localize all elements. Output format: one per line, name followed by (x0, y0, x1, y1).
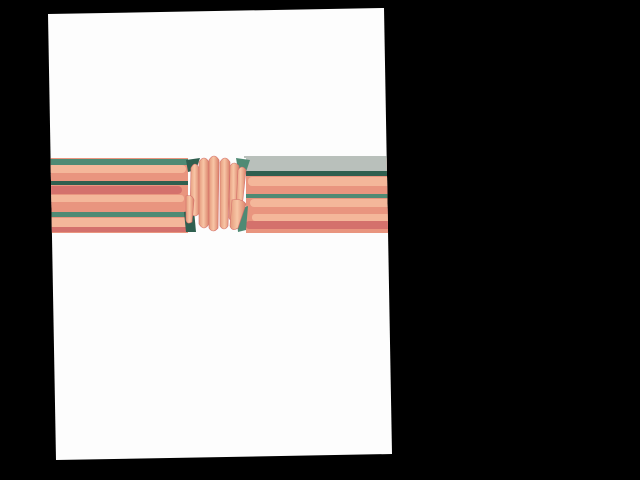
carrot-horizontal (48, 203, 188, 212)
right-carrot-group (244, 156, 392, 229)
carrot-horizontal (248, 207, 392, 214)
carrot-horizontal (48, 195, 184, 202)
carrot-vertical (219, 157, 231, 230)
carrot-vertical (229, 199, 247, 230)
carrot-horizontal (48, 186, 182, 194)
vertical-carrot-bunch (185, 155, 247, 232)
carrot-horizontal (48, 165, 186, 173)
gray-band (244, 165, 392, 171)
carrot-vertical (208, 155, 220, 232)
carrot-horizontal (246, 186, 392, 194)
gray-band (244, 156, 392, 165)
carrot-vertical (185, 195, 195, 224)
green-stem-stripe (244, 194, 392, 198)
green-stem-stripe (48, 181, 188, 185)
green-stem-stripe (48, 159, 190, 165)
carrot-strip (48, 155, 392, 233)
carrot-horizontal (250, 199, 392, 207)
carrot-horizontal (48, 218, 190, 227)
carrot-horizontal (246, 221, 392, 229)
carrot-vertical (198, 157, 210, 229)
green-stem-stripe (244, 171, 392, 176)
carrot-horizontal (48, 174, 183, 181)
left-carrot-group (48, 159, 190, 232)
carrot-horizontal (48, 227, 188, 232)
green-stem-stripe (48, 212, 190, 217)
carrot-horizontal (252, 214, 392, 221)
white-paper-sheet (48, 8, 392, 460)
carrot-horizontal (248, 177, 392, 186)
